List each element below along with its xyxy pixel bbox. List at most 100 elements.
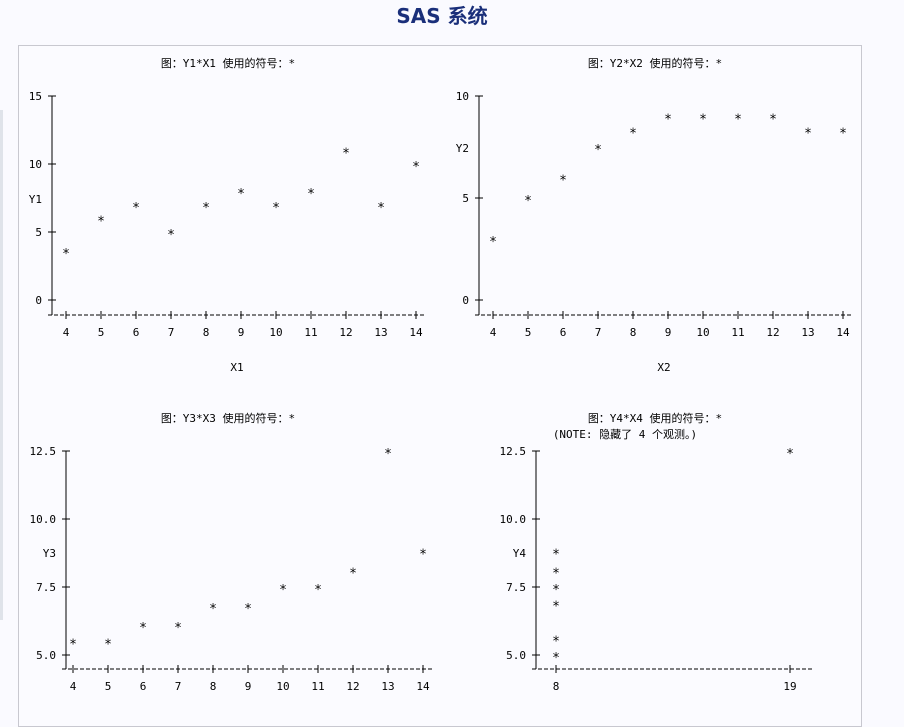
data-point: * <box>594 143 602 158</box>
x-tick-label-3: 9 <box>245 680 252 693</box>
x-tick-label-3: 13 <box>381 680 394 693</box>
data-point: * <box>307 187 315 202</box>
y-tick-label-3: 7.5 <box>36 581 56 594</box>
x-axis-label-1: X1 <box>230 361 243 374</box>
x-tick-label-1: 12 <box>339 326 352 339</box>
y-axis-label-3: Y3 <box>43 547 56 560</box>
data-point: * <box>699 112 707 127</box>
y-axis-label-1: Y1 <box>29 193 42 206</box>
data-point: * <box>839 127 847 142</box>
data-point: * <box>139 621 147 636</box>
x-tick-label-2: 12 <box>766 326 779 339</box>
x-tick-label-2: 9 <box>665 326 672 339</box>
data-point: * <box>209 602 217 617</box>
x-tick-label-1: 11 <box>304 326 317 339</box>
chart-title-4: 图：Y4*X4 使用的符号：* <box>588 411 722 425</box>
data-point: * <box>804 127 812 142</box>
x-axis-label-2: X2 <box>657 361 670 374</box>
x-tick-label-1: 6 <box>133 326 140 339</box>
window-edge <box>0 110 3 620</box>
data-point: * <box>167 228 175 243</box>
x-tick-label-2: 14 <box>836 326 850 339</box>
x-tick-label-1: 13 <box>374 326 387 339</box>
data-point: * <box>349 567 357 582</box>
x-tick-label-2: 7 <box>595 326 602 339</box>
data-point: * <box>174 621 182 636</box>
x-tick-label-2: 11 <box>731 326 744 339</box>
data-point: * <box>104 637 112 652</box>
x-tick-label-3: 5 <box>105 680 112 693</box>
x-tick-label-1: 5 <box>98 326 105 339</box>
y-tick-label-3: 5.0 <box>36 649 56 662</box>
page-title: SAS 系统 <box>396 4 488 28</box>
x-tick-label-3: 14 <box>416 680 430 693</box>
x-tick-label-1: 4 <box>63 326 70 339</box>
data-point: * <box>629 127 637 142</box>
y-tick-label-4: 12.5 <box>500 445 527 458</box>
data-point: * <box>412 160 420 175</box>
x-tick-label-3: 6 <box>140 680 147 693</box>
y-axis-label-2: Y2 <box>456 142 469 155</box>
data-point: * <box>489 235 497 250</box>
x-tick-label-1: 14 <box>409 326 423 339</box>
data-point: * <box>377 201 385 216</box>
chart-title-2: 图：Y2*X2 使用的符号：* <box>588 56 722 70</box>
data-point: * <box>664 112 672 127</box>
x-tick-label-3: 10 <box>276 680 289 693</box>
chart-title-1: 图：Y1*X1 使用的符号：* <box>161 56 295 70</box>
data-point: * <box>769 112 777 127</box>
data-point: * <box>419 548 427 563</box>
data-point: * <box>384 447 392 462</box>
x-tick-label-1: 10 <box>269 326 282 339</box>
chart-note-4: (NOTE: 隐藏了 4 个观测。) <box>553 428 697 441</box>
y-tick-label-1: 0 <box>35 294 42 307</box>
data-point: * <box>734 112 742 127</box>
x-tick-label-2: 6 <box>560 326 567 339</box>
x-tick-label-4: 19 <box>783 680 796 693</box>
data-point: * <box>559 174 567 189</box>
data-point: * <box>97 214 105 229</box>
data-point: * <box>62 247 70 262</box>
x-tick-label-4: 8 <box>553 680 560 693</box>
y-tick-label-2: 5 <box>462 192 469 205</box>
y-tick-label-1: 10 <box>29 158 42 171</box>
y-tick-label-4: 10.0 <box>500 513 527 526</box>
x-tick-label-2: 4 <box>490 326 497 339</box>
y-tick-label-2: 10 <box>456 90 469 103</box>
data-point: * <box>244 602 252 617</box>
x-tick-label-2: 10 <box>696 326 709 339</box>
y-tick-label-3: 10.0 <box>30 513 57 526</box>
x-tick-label-3: 12 <box>346 680 359 693</box>
x-tick-label-1: 8 <box>203 326 210 339</box>
output-panel <box>18 45 862 727</box>
x-tick-label-2: 5 <box>525 326 532 339</box>
y-tick-label-1: 5 <box>35 226 42 239</box>
y-tick-label-4: 5.0 <box>506 649 526 662</box>
x-tick-label-3: 7 <box>175 680 182 693</box>
data-point: * <box>552 599 560 614</box>
x-tick-label-1: 7 <box>168 326 175 339</box>
data-point: * <box>552 583 560 598</box>
chart-title-3: 图：Y3*X3 使用的符号：* <box>161 411 295 425</box>
data-point: * <box>552 548 560 563</box>
y-tick-label-3: 12.5 <box>30 445 57 458</box>
y-tick-label-4: 7.5 <box>506 581 526 594</box>
x-tick-label-3: 8 <box>210 680 217 693</box>
x-tick-label-2: 13 <box>801 326 814 339</box>
data-point: * <box>69 637 77 652</box>
y-tick-label-2: 0 <box>462 294 469 307</box>
data-point: * <box>342 146 350 161</box>
data-point: * <box>272 201 280 216</box>
data-point: * <box>552 567 560 582</box>
x-tick-label-3: 4 <box>70 680 77 693</box>
data-point: * <box>552 651 560 666</box>
data-point: * <box>237 187 245 202</box>
x-tick-label-1: 9 <box>238 326 245 339</box>
x-tick-label-3: 11 <box>311 680 324 693</box>
data-point: * <box>279 583 287 598</box>
x-tick-label-2: 8 <box>630 326 637 339</box>
y-axis-label-4: Y4 <box>513 547 527 560</box>
data-point: * <box>202 201 210 216</box>
data-point: * <box>552 635 560 650</box>
